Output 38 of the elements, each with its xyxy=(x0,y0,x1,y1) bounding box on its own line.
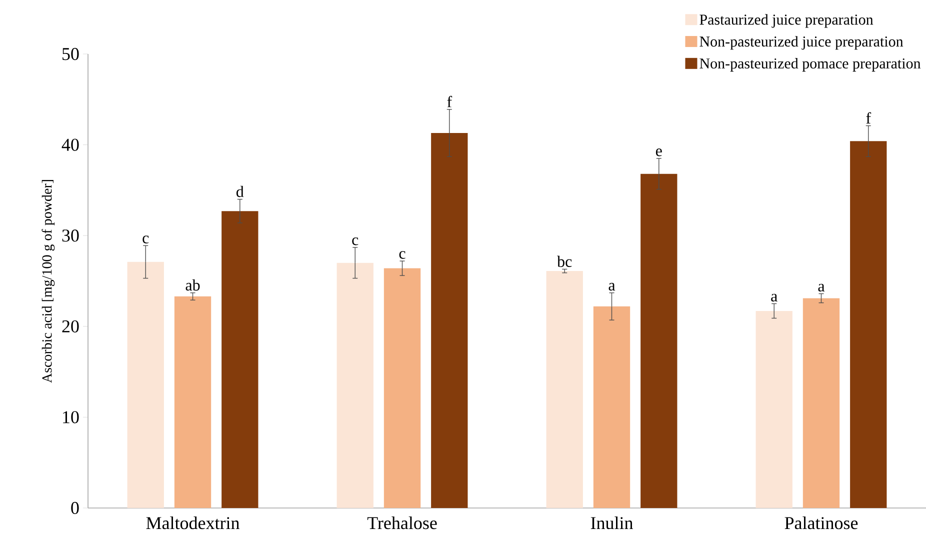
bar xyxy=(640,174,678,508)
x-tick-label: Inulin xyxy=(590,516,633,530)
bar xyxy=(127,262,164,508)
data-label: bc xyxy=(557,256,572,267)
bar xyxy=(593,306,630,508)
bar xyxy=(546,271,583,508)
bar xyxy=(802,298,840,508)
data-label: ab xyxy=(186,279,200,291)
data-label: a xyxy=(771,294,778,302)
bar xyxy=(384,268,421,508)
y-tick-label: 50 xyxy=(62,48,79,60)
bar xyxy=(850,141,887,508)
data-label: a xyxy=(818,284,825,292)
data-label: d xyxy=(236,186,244,198)
data-label: c xyxy=(352,237,358,246)
data-label: a xyxy=(608,282,616,291)
y-axis-title: Ascorbic acid [mg/100 g of powder] xyxy=(42,180,55,383)
data-label: f xyxy=(447,96,452,108)
y-tick-label: 20 xyxy=(62,320,79,332)
legend-label: Non-pasteurized pomace preparation xyxy=(700,58,921,72)
data-label: f xyxy=(866,112,872,124)
legend-label: Pastaurized juice preparation xyxy=(700,14,874,28)
y-tick-label: 30 xyxy=(62,230,79,242)
bar xyxy=(431,132,468,508)
data-label: c xyxy=(399,251,406,259)
y-tick-label: 0 xyxy=(71,502,79,514)
bar xyxy=(336,262,374,508)
bar xyxy=(174,296,212,508)
legend-label: Non-pasteurized juice preparation xyxy=(700,36,904,50)
x-tick-label: Trehalose xyxy=(367,516,437,530)
bar xyxy=(756,310,792,508)
data-label: c xyxy=(142,236,149,244)
y-tick-label: 10 xyxy=(63,411,79,424)
data-label: e xyxy=(656,148,662,156)
x-tick-label: Palatinose xyxy=(784,516,858,530)
y-tick-label: 40 xyxy=(62,138,79,151)
bar xyxy=(222,211,258,508)
x-tick-label: Maltodextrin xyxy=(146,516,240,530)
